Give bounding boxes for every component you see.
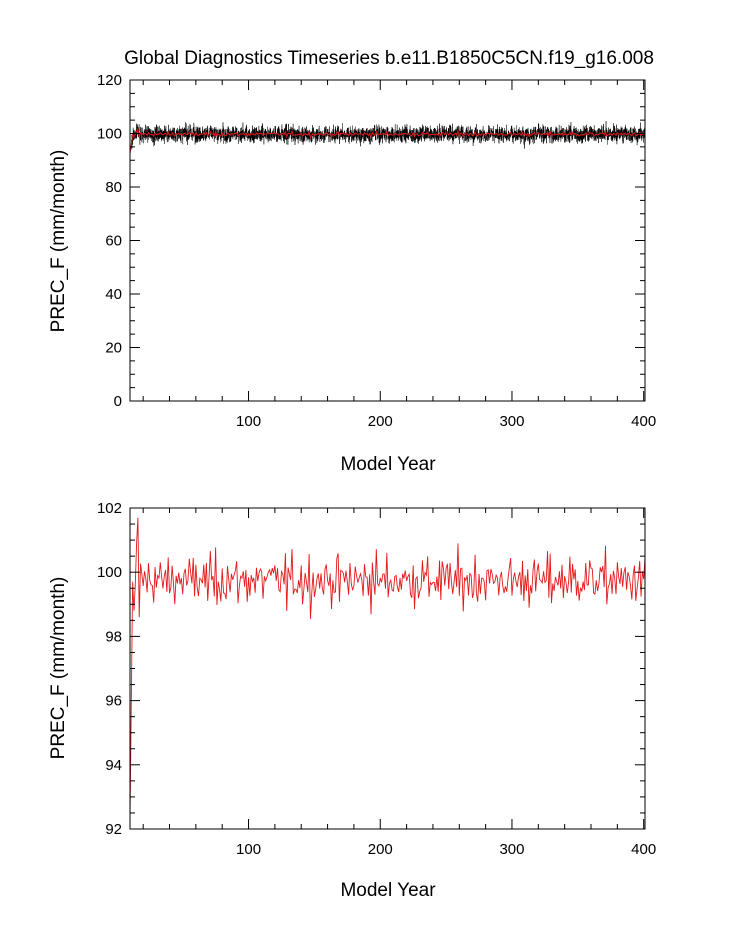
- bottom-ytick-labels: 92 94 96 98 100 102: [97, 500, 122, 838]
- y-tick-label: 40: [105, 286, 122, 303]
- y-tick-label: 94: [105, 757, 122, 774]
- y-tick-label: 100: [97, 564, 122, 581]
- top-ticks: [130, 79, 645, 402]
- bottom-smooth-series: [129, 517, 646, 820]
- y-tick-label: 100: [97, 126, 122, 143]
- top-xtick-labels: 100 200 300 400: [236, 413, 656, 430]
- x-tick-label: 300: [499, 413, 524, 430]
- x-tick-label: 100: [236, 413, 261, 430]
- x-tick-label: 400: [631, 413, 656, 430]
- bottom-x-axis-label: Model Year: [340, 880, 436, 901]
- x-tick-label: 300: [499, 841, 524, 858]
- x-tick-label: 400: [631, 841, 656, 858]
- top-annual-mean-line: [129, 127, 646, 155]
- y-tick-label: 96: [105, 693, 122, 710]
- chart-title: Global Diagnostics Timeseries b.e11.B185…: [124, 48, 654, 69]
- bottom-xtick-labels: 100 200 300 400: [236, 841, 656, 858]
- top-smooth-series: [129, 127, 646, 155]
- y-tick-label: 60: [105, 233, 122, 250]
- top-y-axis-label: PREC_F (mm/month): [48, 150, 69, 333]
- y-tick-label: 80: [105, 179, 122, 196]
- bottom-plot-frame: [129, 507, 646, 830]
- top-ytick-labels: 0 20 40 60 80 100 120: [97, 72, 122, 410]
- x-tick-label: 100: [236, 841, 261, 858]
- y-tick-label: 20: [105, 340, 122, 357]
- bottom-annual-mean-line: [129, 517, 646, 820]
- y-tick-label: 92: [105, 821, 122, 838]
- y-tick-label: 0: [114, 393, 122, 410]
- x-tick-label: 200: [368, 841, 393, 858]
- bottom-panel: 100 200 300 400 92 94 96 98 100 102 Model Year P…: [48, 500, 656, 901]
- top-x-axis-label: Model Year: [340, 454, 436, 475]
- x-tick-label: 200: [368, 413, 393, 430]
- bottom-ticks: [130, 507, 645, 830]
- y-tick-label: 102: [97, 500, 122, 517]
- y-tick-label: 98: [105, 628, 122, 645]
- bottom-y-axis-label: PREC_F (mm/month): [48, 577, 69, 760]
- y-tick-label: 120: [97, 72, 122, 89]
